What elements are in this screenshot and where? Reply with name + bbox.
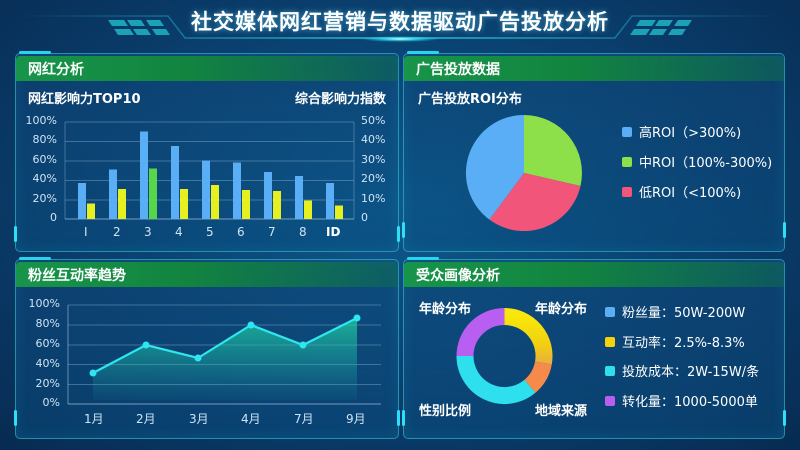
legend-swatch bbox=[605, 336, 615, 347]
x-tick: 2月 bbox=[136, 412, 156, 426]
legend-swatch bbox=[605, 306, 615, 317]
side-accent bbox=[14, 410, 17, 426]
y2-tick: 10% bbox=[361, 192, 386, 205]
x-tick: 5 bbox=[206, 225, 214, 239]
chart-title: 网红影响力TOP10 bbox=[28, 92, 141, 107]
x-tick: 7 bbox=[268, 225, 276, 239]
y-tick: 40% bbox=[32, 172, 57, 185]
y-tick: 80% bbox=[35, 317, 60, 330]
panel-header: 网红分析 bbox=[16, 56, 398, 81]
x-tick: 4月 bbox=[241, 412, 261, 426]
panel-header: 粉丝互动率趋势 bbox=[16, 262, 398, 287]
title-decoration bbox=[20, 15, 780, 42]
y2-tick: 0 bbox=[361, 211, 368, 224]
y-tick: 80% bbox=[32, 133, 57, 146]
legend-item: 转化量：1000-5000单 bbox=[605, 391, 758, 410]
legend-item: 互动率：2.5%-8.3% bbox=[605, 332, 745, 351]
side-accent bbox=[397, 226, 400, 242]
y-tick: 60% bbox=[32, 153, 57, 166]
donut-label-bottom-right: 地域来源 bbox=[535, 404, 588, 419]
corner-accent bbox=[407, 257, 439, 260]
legend-label: 互动率：2.5%-8.3% bbox=[622, 336, 745, 351]
x-tick: 3月 bbox=[189, 412, 209, 426]
x-tick: 7月 bbox=[294, 412, 314, 426]
legend-swatch bbox=[622, 186, 632, 197]
legend-swatch bbox=[605, 365, 615, 376]
influencer-panel: 网红分析 网红影响力TOP10 综合影响力指数 bbox=[14, 51, 400, 252]
y-tick: 0 bbox=[50, 211, 57, 224]
legend-label: 高ROI（>300%) bbox=[639, 126, 742, 141]
legend-label: 粉丝量：50W-200W bbox=[622, 306, 746, 321]
legend-swatch bbox=[622, 156, 632, 167]
x-tick: ID bbox=[326, 225, 341, 239]
legend-item: 投放成本：2W-15W/条 bbox=[605, 361, 759, 380]
y-tick: 40% bbox=[35, 357, 60, 370]
corner-accent bbox=[407, 51, 439, 54]
panel-title: 粉丝互动率趋势 bbox=[28, 268, 126, 284]
legend-item: 中ROI（100%-300%) bbox=[622, 152, 772, 171]
donut-label-top-left: 年龄分布 bbox=[419, 302, 472, 317]
legend-swatch bbox=[605, 395, 615, 406]
side-accent bbox=[397, 410, 400, 426]
x-tick: I bbox=[84, 225, 88, 239]
y2-tick: 20% bbox=[361, 172, 386, 185]
x-tick: 4 bbox=[175, 225, 183, 239]
x-tick: 2 bbox=[113, 225, 121, 239]
side-accent bbox=[14, 226, 17, 242]
left-stripes-icon bbox=[108, 20, 170, 35]
x-tick: 6 bbox=[237, 225, 245, 239]
legend-label: 低ROI（<100%) bbox=[639, 186, 742, 201]
legend-item: 高ROI（>300%) bbox=[622, 122, 741, 141]
legend-label: 转化量：1000-5000单 bbox=[622, 395, 758, 410]
side-accent bbox=[783, 410, 786, 426]
x-tick: 3 bbox=[144, 225, 152, 239]
donut-label-top-right: 年龄分布 bbox=[535, 302, 588, 317]
y-tick: 20% bbox=[35, 377, 60, 390]
y-tick: 0% bbox=[42, 396, 60, 409]
y-tick: 100% bbox=[28, 297, 60, 310]
legend-label: 投放成本：2W-15W/条 bbox=[622, 365, 760, 380]
panel-header: 广告投放数据 bbox=[404, 56, 784, 81]
y2-tick: 30% bbox=[361, 153, 386, 166]
page-title: 社交媒体网红营销与数据驱动广告投放分析 bbox=[191, 10, 609, 34]
right-axis-title: 综合影响力指数 bbox=[294, 92, 386, 107]
y-tick: 100% bbox=[25, 114, 57, 127]
chart-title: 广告投放ROI分布 bbox=[418, 92, 522, 107]
panel-title: 广告投放数据 bbox=[416, 62, 500, 78]
donut-label-bottom-left: 性别比例 bbox=[419, 404, 472, 419]
legend-label: 中ROI（100%-300%) bbox=[639, 156, 773, 171]
corner-accent bbox=[19, 257, 51, 260]
legend-item: 低ROI（<100%) bbox=[622, 182, 741, 201]
right-stripes-icon bbox=[630, 20, 692, 35]
y-tick: 20% bbox=[32, 192, 57, 205]
side-accent bbox=[402, 410, 405, 426]
x-tick: 1月 bbox=[84, 412, 104, 426]
panel-title: 受众画像分析 bbox=[416, 268, 500, 284]
side-accent bbox=[402, 222, 405, 238]
x-tick: 8 bbox=[299, 225, 307, 239]
y2-tick: 40% bbox=[361, 133, 386, 146]
x-tick: 9月 bbox=[346, 412, 366, 426]
side-accent bbox=[783, 222, 786, 238]
title-bar: 社交媒体网红营销与数据驱动广告投放分析 bbox=[0, 0, 800, 50]
panel-title: 网红分析 bbox=[28, 62, 84, 78]
panel-header: 受众画像分析 bbox=[404, 262, 784, 287]
y-tick: 60% bbox=[35, 337, 60, 350]
legend-item: 粉丝量：50W-200W bbox=[605, 302, 745, 321]
y2-tick: 50% bbox=[361, 114, 386, 127]
corner-accent bbox=[19, 51, 51, 54]
legend-swatch bbox=[622, 126, 632, 137]
